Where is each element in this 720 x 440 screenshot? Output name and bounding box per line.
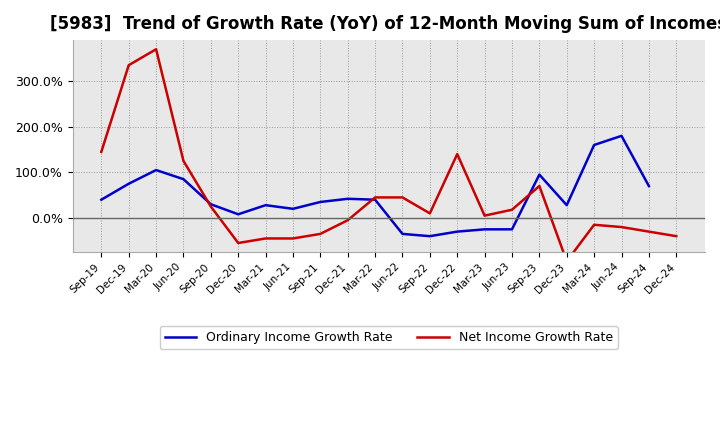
- Ordinary Income Growth Rate: [644, 183, 653, 189]
- Ordinary Income Growth Rate: [179, 176, 188, 182]
- Ordinary Income Growth Rate: [617, 133, 626, 139]
- Ordinary Income Growth Rate: [97, 197, 106, 202]
- Ordinary Income Growth Rate: [316, 199, 325, 205]
- Ordinary Income Growth Rate: [343, 196, 352, 202]
- Net Income Growth Rate: [535, 183, 544, 189]
- Legend: Ordinary Income Growth Rate, Net Income Growth Rate: Ordinary Income Growth Rate, Net Income …: [160, 326, 618, 349]
- Net Income Growth Rate: [343, 217, 352, 223]
- Ordinary Income Growth Rate: [590, 143, 598, 148]
- Ordinary Income Growth Rate: [234, 212, 243, 217]
- Net Income Growth Rate: [152, 47, 161, 52]
- Net Income Growth Rate: [480, 213, 489, 218]
- Ordinary Income Growth Rate: [426, 234, 434, 239]
- Ordinary Income Growth Rate: [125, 181, 133, 187]
- Net Income Growth Rate: [590, 222, 598, 227]
- Net Income Growth Rate: [207, 204, 215, 209]
- Net Income Growth Rate: [508, 207, 516, 213]
- Ordinary Income Growth Rate: [261, 202, 270, 208]
- Net Income Growth Rate: [289, 236, 297, 241]
- Ordinary Income Growth Rate: [152, 168, 161, 173]
- Net Income Growth Rate: [672, 234, 680, 239]
- Net Income Growth Rate: [125, 62, 133, 68]
- Line: Ordinary Income Growth Rate: Ordinary Income Growth Rate: [102, 136, 649, 236]
- Ordinary Income Growth Rate: [371, 197, 379, 202]
- Ordinary Income Growth Rate: [207, 202, 215, 207]
- Net Income Growth Rate: [371, 195, 379, 200]
- Net Income Growth Rate: [398, 195, 407, 200]
- Title: [5983]  Trend of Growth Rate (YoY) of 12-Month Moving Sum of Incomes: [5983] Trend of Growth Rate (YoY) of 12-…: [50, 15, 720, 33]
- Net Income Growth Rate: [562, 259, 571, 264]
- Net Income Growth Rate: [617, 224, 626, 230]
- Net Income Growth Rate: [644, 229, 653, 234]
- Ordinary Income Growth Rate: [480, 227, 489, 232]
- Net Income Growth Rate: [234, 240, 243, 246]
- Ordinary Income Growth Rate: [562, 202, 571, 208]
- Ordinary Income Growth Rate: [453, 229, 462, 234]
- Ordinary Income Growth Rate: [535, 172, 544, 177]
- Net Income Growth Rate: [97, 149, 106, 154]
- Ordinary Income Growth Rate: [289, 206, 297, 212]
- Net Income Growth Rate: [426, 211, 434, 216]
- Line: Net Income Growth Rate: Net Income Growth Rate: [102, 49, 676, 261]
- Net Income Growth Rate: [179, 158, 188, 164]
- Ordinary Income Growth Rate: [508, 227, 516, 232]
- Ordinary Income Growth Rate: [398, 231, 407, 237]
- Net Income Growth Rate: [261, 236, 270, 241]
- Net Income Growth Rate: [316, 231, 325, 237]
- Net Income Growth Rate: [453, 151, 462, 157]
